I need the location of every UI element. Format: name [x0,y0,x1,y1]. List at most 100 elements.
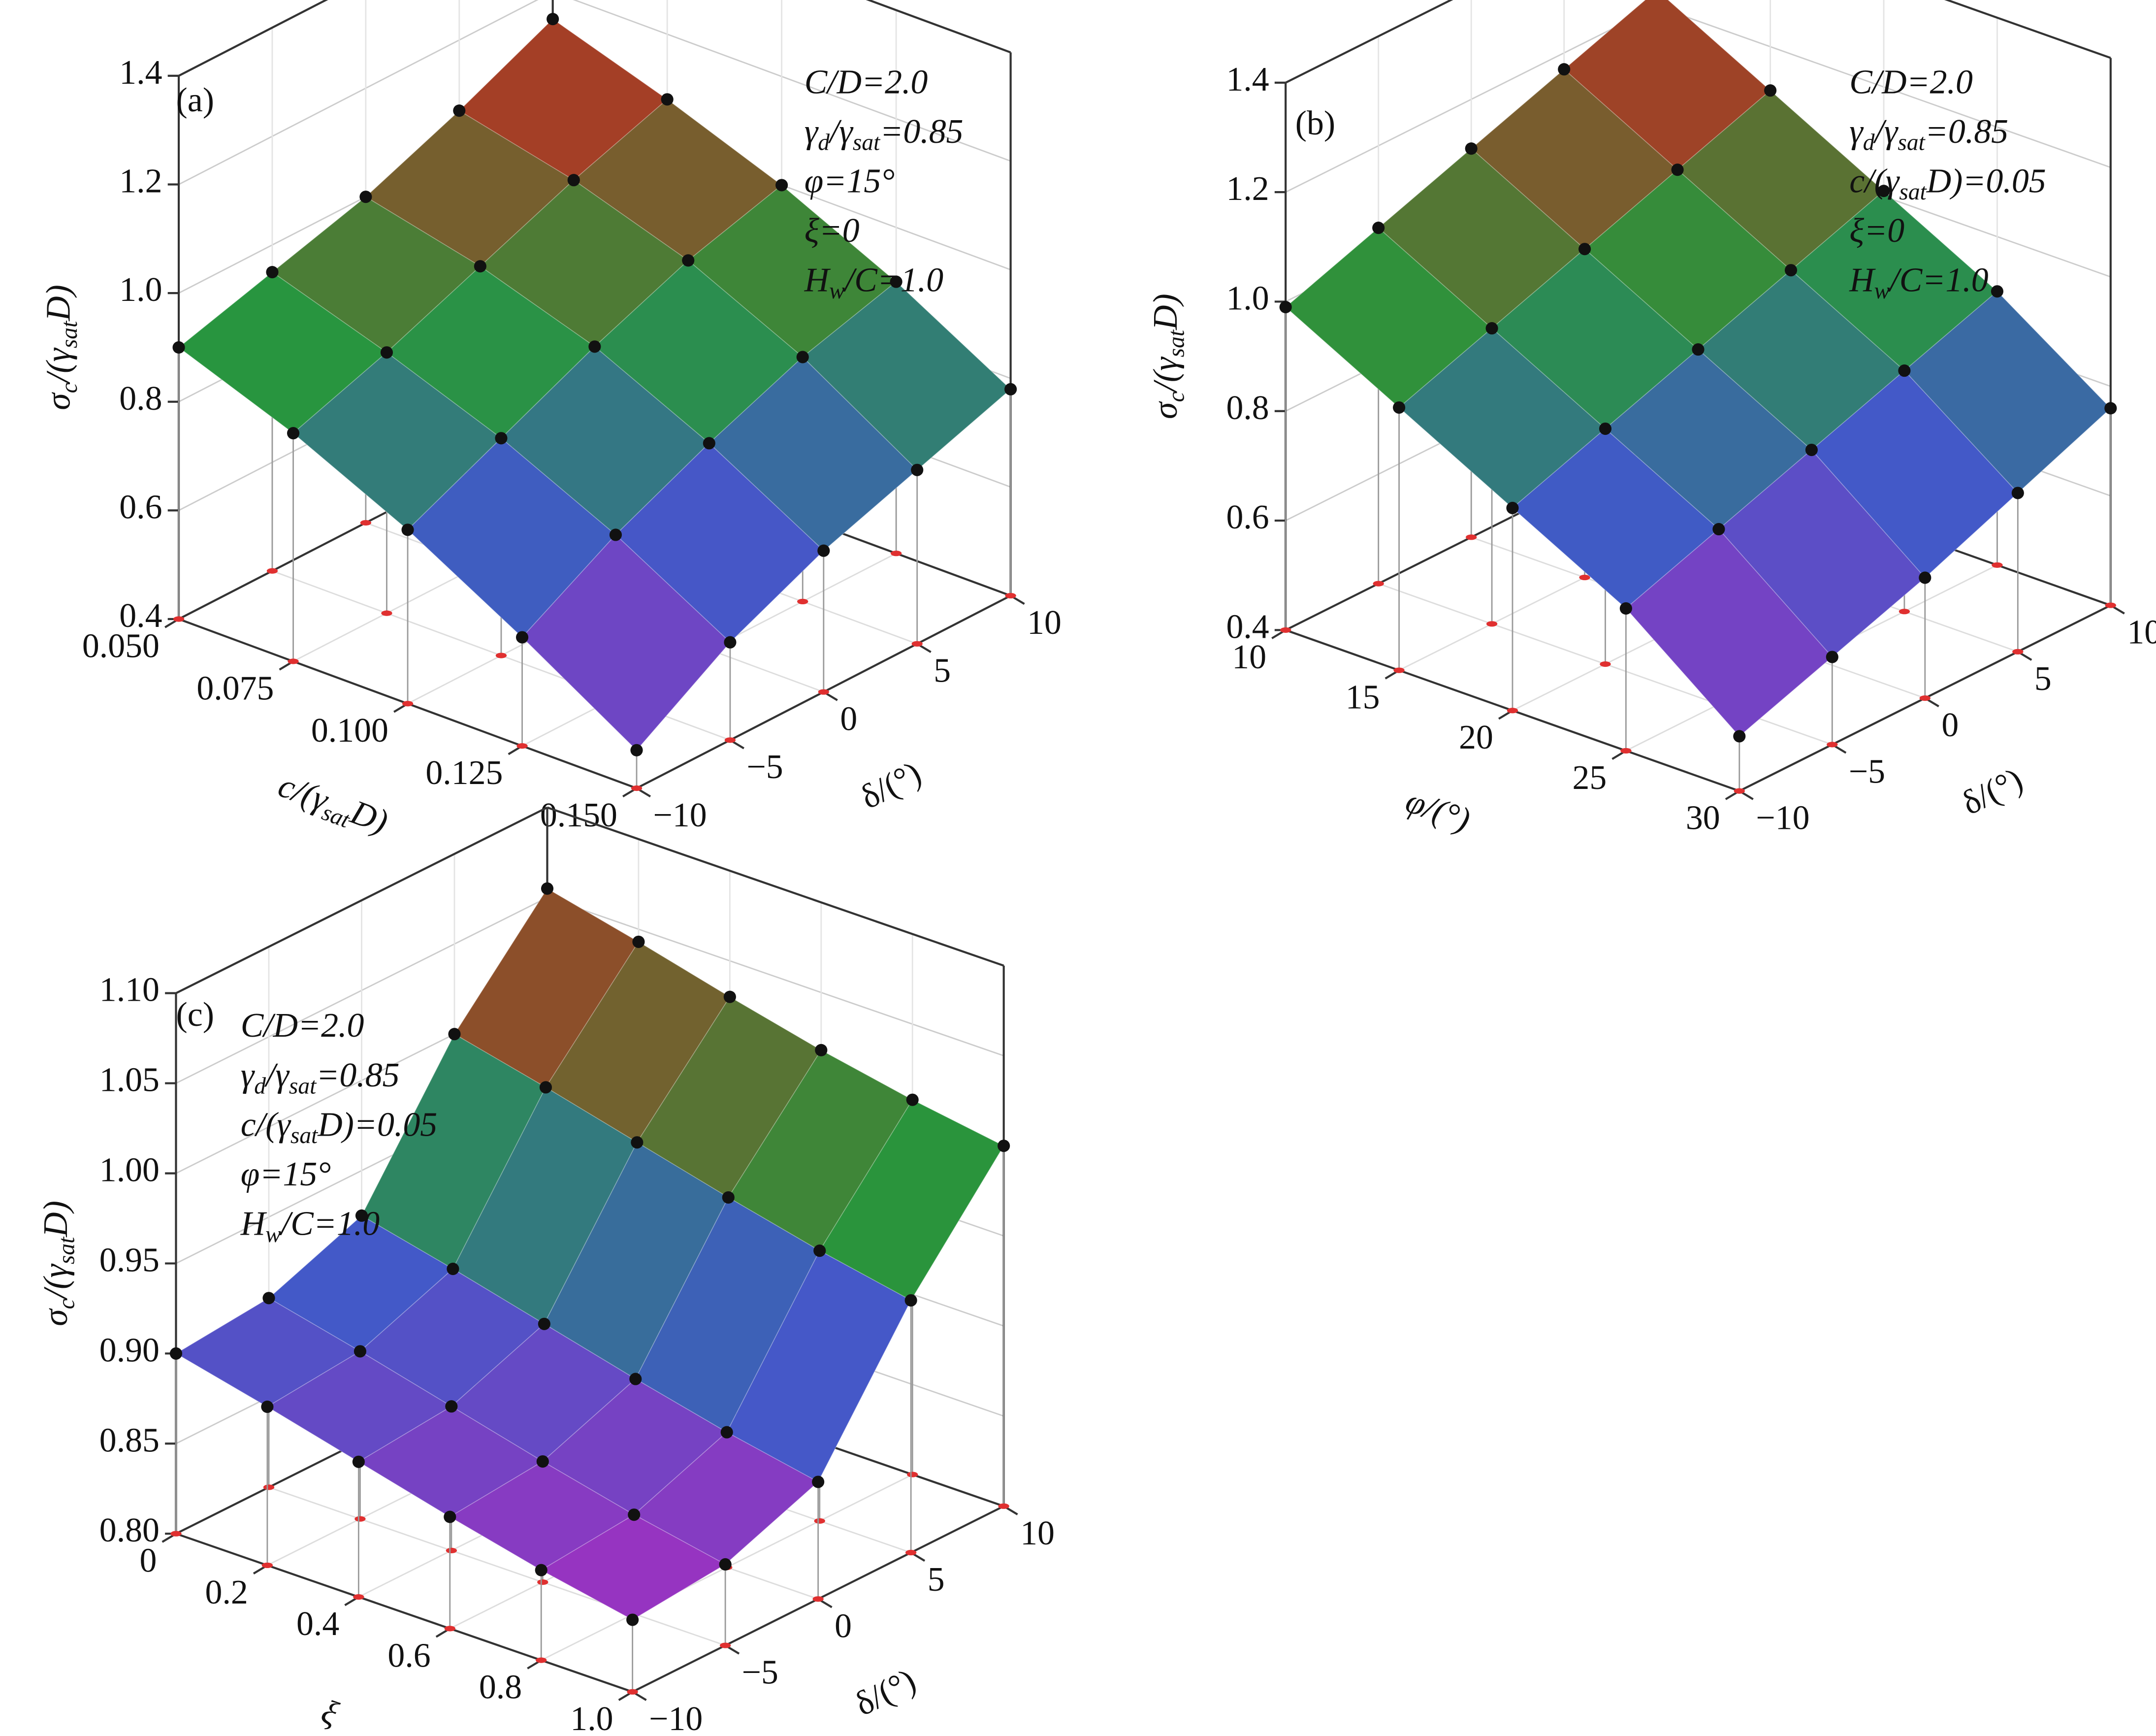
floor-point [537,1579,548,1585]
x-tick-label: 0.050 [82,627,160,665]
data-point [495,432,508,445]
y-tick-label: 5 [2034,660,2052,698]
data-point [1004,383,1017,395]
data-point [547,13,559,26]
data-point [906,1093,919,1106]
panel-label: (a) [176,81,214,119]
data-point [515,631,529,644]
annotation-part: sat [853,130,881,155]
annotation-part: w [265,1222,281,1247]
annotation-part: D)=0.05 [1926,163,2046,200]
data-point [1465,142,1478,155]
data-point [720,1426,733,1439]
floor-point [1600,661,1611,667]
z-axis-label-part: c [57,383,82,393]
data-point [1558,63,1571,76]
floor-point [627,1689,638,1695]
annotation-part: ξ=0 [1849,212,1904,250]
annotation: φ=15° [804,163,895,200]
data-point [630,744,643,756]
z-tick-label: 1.2 [119,163,162,200]
z-tick-label: 1.2 [1226,170,1269,208]
annotation: C/D=2.0 [241,1007,364,1045]
data-point [1599,422,1612,435]
z-axis-label-part: D) [37,1201,75,1238]
data-point [1826,651,1838,663]
data-point [536,1455,549,1468]
annotation-part: d [1863,130,1875,155]
annotation: c/(γsatD)=0.05 [241,1106,437,1148]
z-tick-label: 0.90 [99,1331,160,1369]
x-axis-label-part: D) [345,793,393,841]
data-point [588,340,601,353]
annotation-part: H [1849,262,1876,299]
z-tick-label: 1.4 [119,54,162,92]
data-point [172,341,185,354]
x-tick-label: 0.6 [387,1637,430,1674]
data-point [682,254,695,267]
data-point [724,636,737,649]
x-tick-label: 25 [1573,759,1607,797]
data-point [904,1294,917,1307]
floor-point [1507,708,1518,714]
data-point [1991,285,2004,298]
axis-frame [1285,0,1453,84]
x-axis-label: φ/(°) [1401,782,1475,840]
floor-point [173,616,185,622]
floor-point [907,1472,918,1477]
floor-point [444,1626,455,1632]
data-point [169,1347,183,1360]
data-point [911,463,924,476]
annotation-part: γ [804,113,819,151]
z-tick-label: 0.8 [1226,389,1269,427]
floor-point [1919,695,1931,701]
data-point [1733,730,1746,743]
floor-point [724,737,736,743]
floor-point [905,1549,917,1556]
floor-point [890,551,902,557]
z-axis-label-part: σ [40,392,78,410]
data-point [474,260,486,273]
floor-point [1280,627,1291,633]
floor-point [1005,592,1016,599]
y-tick-label: −5 [746,748,783,786]
data-point [541,882,554,895]
data-point [1784,264,1798,277]
data-point [813,1245,826,1257]
x-tick-label: 0.4 [296,1605,339,1643]
z-axis-label-part: c [1163,392,1189,402]
z-tick-label: 0.80 [99,1511,160,1549]
floor-point [2012,649,2024,655]
floor-point [1486,621,1498,627]
annotation: φ=15° [241,1155,331,1193]
data-point [1506,501,1519,515]
floor-point [516,743,528,749]
x-tick-label: 0.125 [425,754,503,792]
annotation-part: =0.85 [316,1056,399,1094]
annotation-part: φ=15° [804,163,895,200]
annotation-part: =0.85 [880,113,963,151]
data-point [2104,402,2117,415]
y-tick-label: 0 [1941,706,1959,744]
data-point [815,1044,828,1056]
floor-point [911,641,923,647]
data-point [1578,243,1591,256]
axis-frame [866,0,1011,54]
annotation: Hw/C=1.0 [804,262,943,304]
z-axis-label-part: sat [1163,329,1189,357]
y-tick-label: 10 [2127,614,2156,652]
axis-frame [175,806,548,994]
y-tick-label: 0 [840,700,857,738]
annotation-part: /C=1.0 [279,1205,380,1243]
floor-point [266,568,278,574]
data-point [262,1292,275,1305]
y-tick-label: 10 [1027,604,1062,642]
floor-point [263,1484,275,1490]
floor-point [261,1562,273,1568]
annotation-part: /γ [828,113,854,151]
data-point [719,1558,732,1571]
floor-point [536,1657,547,1663]
annotation: ξ=0 [804,212,860,250]
data-point [796,351,809,363]
x-tick-label: 0.100 [311,712,388,750]
